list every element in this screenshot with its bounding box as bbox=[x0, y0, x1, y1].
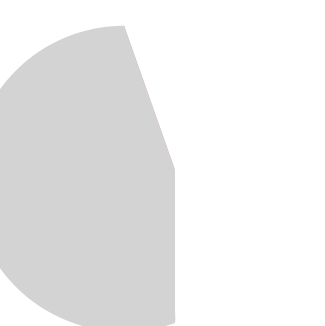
pie-slice-10 bbox=[0, 25, 175, 326]
